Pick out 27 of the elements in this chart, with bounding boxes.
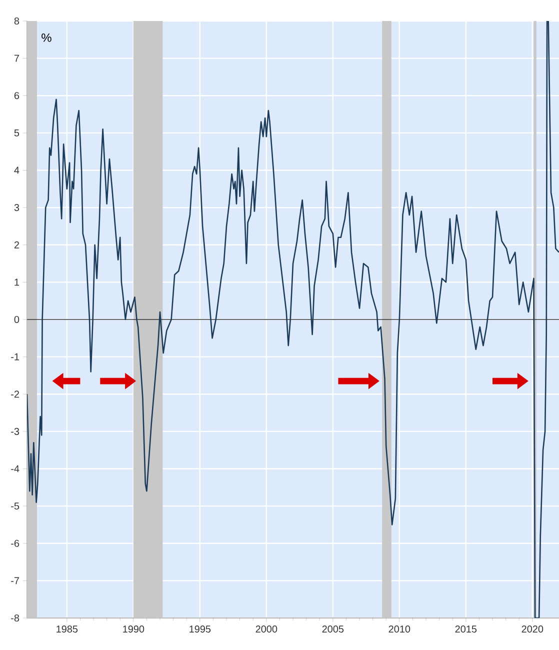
x-tick-label: 2010: [388, 626, 410, 633]
y-tick-label: -7: [11, 577, 19, 584]
x-tick-label: 2020: [522, 626, 544, 633]
y-tick-label: -2: [11, 390, 19, 398]
y-tick-label: 2: [14, 241, 19, 248]
y-tick-label: -4: [11, 465, 20, 472]
y-tick-label: 3: [14, 204, 20, 212]
y-tick-label: 6: [14, 92, 20, 100]
y-tick-label: -8: [11, 614, 20, 622]
x-tick-label: 1990: [123, 626, 144, 633]
y-tick-label: 4: [14, 166, 20, 174]
y-tick-label: 1: [14, 278, 19, 286]
y-tick-label: -5: [11, 502, 20, 510]
y-tick-label: -3: [11, 428, 20, 435]
x-tick-label: 2000: [256, 626, 278, 633]
y-tick-label: -1: [11, 353, 19, 360]
x-tick-label: 1995: [190, 626, 211, 633]
x-tick-label: 1985: [56, 626, 78, 633]
y-tick-label: 5: [14, 129, 20, 136]
y-tick-label: 8: [14, 17, 20, 25]
y-tick-label: 0: [14, 316, 20, 324]
x-tick-label: 2005: [322, 626, 344, 633]
x-tick-label: 2015: [455, 626, 477, 633]
y-tick-label: -6: [11, 540, 20, 547]
line-series: [27, 20, 559, 618]
y-tick-label: 7: [14, 54, 19, 62]
y-axis-title: %: [42, 33, 52, 42]
